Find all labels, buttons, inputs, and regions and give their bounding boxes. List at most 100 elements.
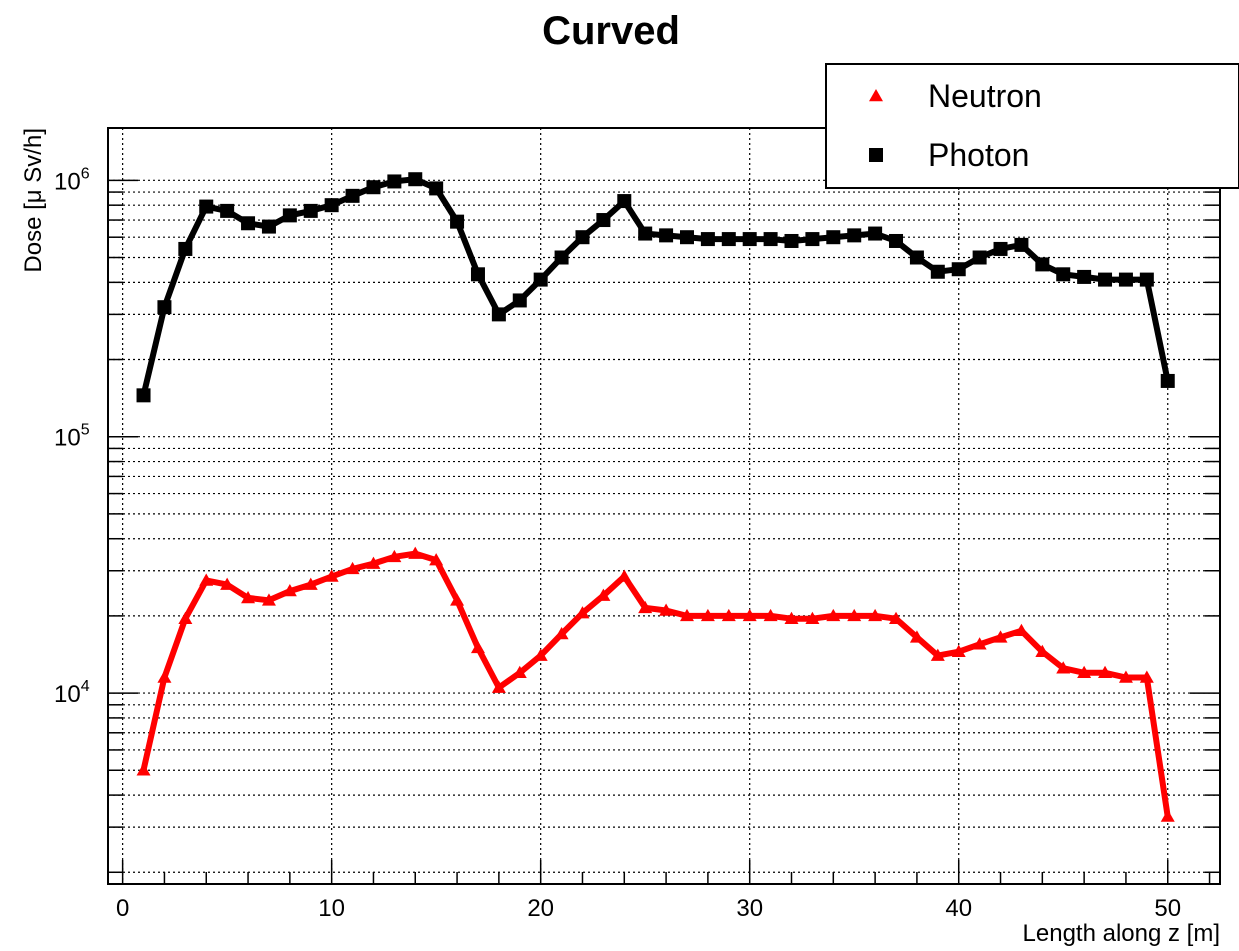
neutron-point	[450, 593, 465, 606]
neutron-point	[554, 626, 569, 640]
photon-point	[1098, 272, 1113, 287]
photon-point	[450, 214, 465, 229]
neutron-point	[763, 608, 778, 622]
photon-point	[1077, 269, 1092, 284]
photon-point	[136, 388, 151, 403]
ticks	[108, 179, 1220, 884]
photon-point	[784, 233, 799, 248]
neutron-point	[805, 611, 820, 624]
neutron-point	[596, 588, 611, 601]
neutron-line	[140, 550, 1171, 817]
y-axis-label: Dose [μ Sv/h]	[20, 128, 47, 273]
photon-point	[1056, 267, 1071, 282]
photon-point	[1118, 272, 1133, 287]
neutron-point	[136, 763, 151, 776]
neutron-point	[1056, 661, 1071, 674]
x-tick-label: 0	[116, 895, 129, 922]
legend-neutron-marker	[869, 89, 883, 102]
photon-point	[763, 232, 778, 247]
neutron-point	[241, 590, 256, 604]
photon-point	[491, 307, 506, 322]
neutron-point	[282, 584, 297, 597]
neutron-point	[889, 611, 904, 624]
neutron-point	[972, 637, 987, 650]
photon-point	[429, 181, 444, 196]
chart-title: Curved	[542, 9, 680, 53]
photon-point	[951, 262, 966, 277]
neutron-point	[533, 648, 548, 661]
neutron-point	[470, 640, 485, 654]
legend-photon-label: Photon	[928, 137, 1029, 173]
neutron-point	[429, 553, 444, 566]
neutron-point	[387, 549, 402, 563]
legend-box	[825, 63, 1239, 189]
neutron-point	[261, 593, 276, 606]
photon-point	[324, 198, 339, 213]
neutron-point	[157, 670, 172, 683]
x-axis-label: Length along z [m]	[1023, 920, 1220, 947]
neutron-point	[178, 611, 193, 624]
neutron-point	[721, 608, 736, 622]
photon-point	[533, 272, 548, 287]
legend-photon-marker	[869, 148, 883, 162]
photon-point	[889, 233, 904, 248]
neutron-point	[930, 648, 945, 661]
photon-point	[199, 199, 214, 214]
neutron-point	[408, 546, 423, 559]
photon-point	[659, 228, 674, 243]
photon-point	[909, 250, 924, 265]
neutron-point	[345, 561, 360, 575]
neutron-point	[700, 608, 715, 622]
photon-point	[930, 264, 945, 279]
neutron-point	[303, 577, 318, 590]
photon-point	[596, 213, 611, 228]
neutron-point	[826, 608, 841, 622]
photon-point	[617, 194, 632, 209]
series-layer	[136, 172, 1175, 822]
legend: Neutron Photon	[825, 63, 1239, 189]
photon-point	[387, 174, 402, 189]
photon-point	[241, 216, 256, 231]
photon-point	[178, 241, 193, 256]
photon-point	[679, 230, 694, 245]
photon-point	[805, 232, 820, 247]
x-tick-label: 50	[1154, 895, 1181, 922]
neutron-point	[512, 665, 527, 679]
photon-point	[847, 228, 862, 243]
photon-point	[157, 300, 172, 315]
photon-point	[575, 230, 590, 245]
y-tick-labels: 104 105 106	[54, 165, 90, 708]
photon-point	[282, 208, 297, 223]
neutron-point	[784, 611, 799, 624]
neutron-point	[679, 608, 694, 622]
photon-point	[512, 293, 527, 308]
photon-point	[554, 250, 569, 265]
y-tick-label: 104	[54, 678, 90, 708]
series-photon	[136, 172, 1175, 403]
photon-point	[700, 232, 715, 247]
neutron-point	[575, 606, 590, 619]
neutron-point	[491, 680, 506, 693]
grid	[108, 128, 1220, 884]
x-tick-label: 30	[736, 895, 763, 922]
photon-point	[303, 203, 318, 218]
photon-point	[638, 226, 653, 241]
photon-point	[1160, 373, 1175, 388]
photon-line	[140, 176, 1171, 396]
photon-point	[868, 226, 883, 241]
neutron-point	[1035, 644, 1050, 657]
neutron-point	[1139, 670, 1154, 683]
neutron-point	[742, 608, 757, 622]
photon-point	[826, 230, 841, 245]
photon-point	[345, 188, 360, 203]
neutron-point	[1118, 670, 1133, 683]
photon-point	[721, 232, 736, 247]
photon-point	[1014, 237, 1029, 252]
neutron-point	[868, 608, 883, 622]
y-tick-label: 105	[54, 422, 90, 452]
series-neutron	[136, 546, 1175, 822]
y-tick-label: 106	[54, 165, 90, 195]
neutron-point	[993, 630, 1008, 643]
neutron-point	[1014, 623, 1029, 637]
